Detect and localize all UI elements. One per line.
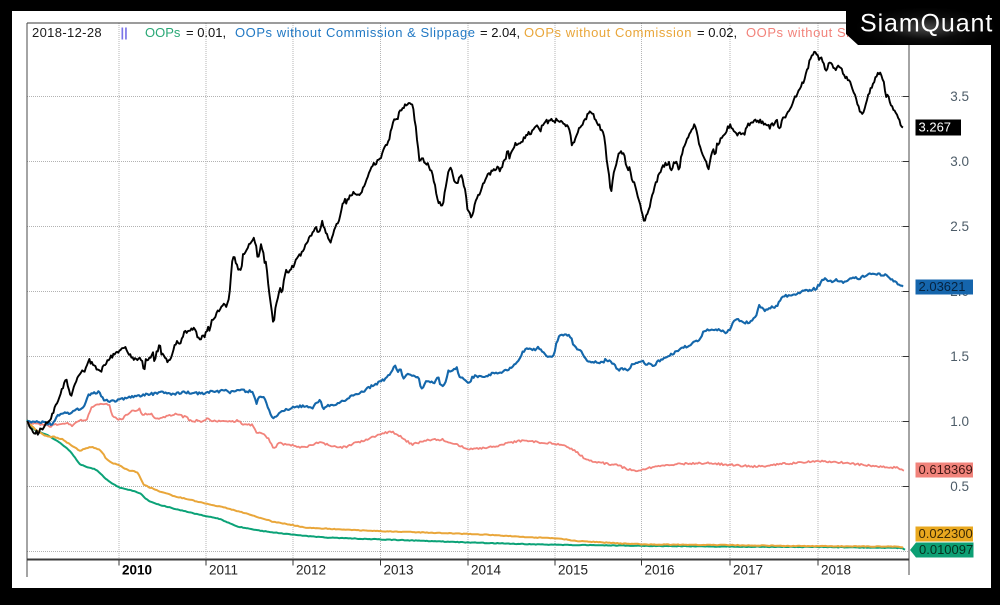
svg-text:2017: 2017 — [733, 563, 763, 578]
svg-text:0.010097: 0.010097 — [919, 542, 973, 557]
svg-text:2.03621: 2.03621 — [919, 279, 966, 294]
svg-text:2.5: 2.5 — [950, 219, 969, 234]
svg-text:= 2.04,: = 2.04, — [480, 25, 520, 40]
svg-text:OOPs without Commission & Slip: OOPs without Commission & Slippage — [235, 25, 476, 40]
svg-text:3.5: 3.5 — [950, 89, 969, 104]
svg-text:2013: 2013 — [384, 563, 414, 578]
svg-text:2018: 2018 — [821, 563, 851, 578]
svg-text:1.5: 1.5 — [950, 349, 969, 364]
svg-text:2011: 2011 — [209, 563, 238, 578]
svg-text:3.267: 3.267 — [919, 120, 952, 135]
svg-text:1.0: 1.0 — [950, 414, 969, 429]
svg-text:0.022300: 0.022300 — [919, 526, 973, 541]
svg-text:0.618369: 0.618369 — [919, 462, 973, 477]
svg-text:= 0.02,: = 0.02, — [697, 25, 737, 40]
svg-text:2018-12-28: 2018-12-28 — [32, 25, 102, 40]
svg-text:SiamQuant: SiamQuant — [860, 10, 993, 38]
svg-text:2010: 2010 — [122, 563, 152, 578]
svg-text:2015: 2015 — [558, 563, 588, 578]
svg-text:OOPs: OOPs — [145, 25, 181, 40]
svg-text:= 0.01,: = 0.01, — [186, 25, 226, 40]
svg-text:||: || — [121, 25, 128, 40]
svg-text:OOPs without Commission: OOPs without Commission — [524, 25, 692, 40]
svg-text:3.0: 3.0 — [950, 154, 969, 169]
svg-text:2012: 2012 — [296, 563, 326, 578]
svg-text:2014: 2014 — [471, 563, 502, 578]
svg-text:0.5: 0.5 — [950, 479, 969, 494]
svg-text:2016: 2016 — [645, 563, 675, 578]
